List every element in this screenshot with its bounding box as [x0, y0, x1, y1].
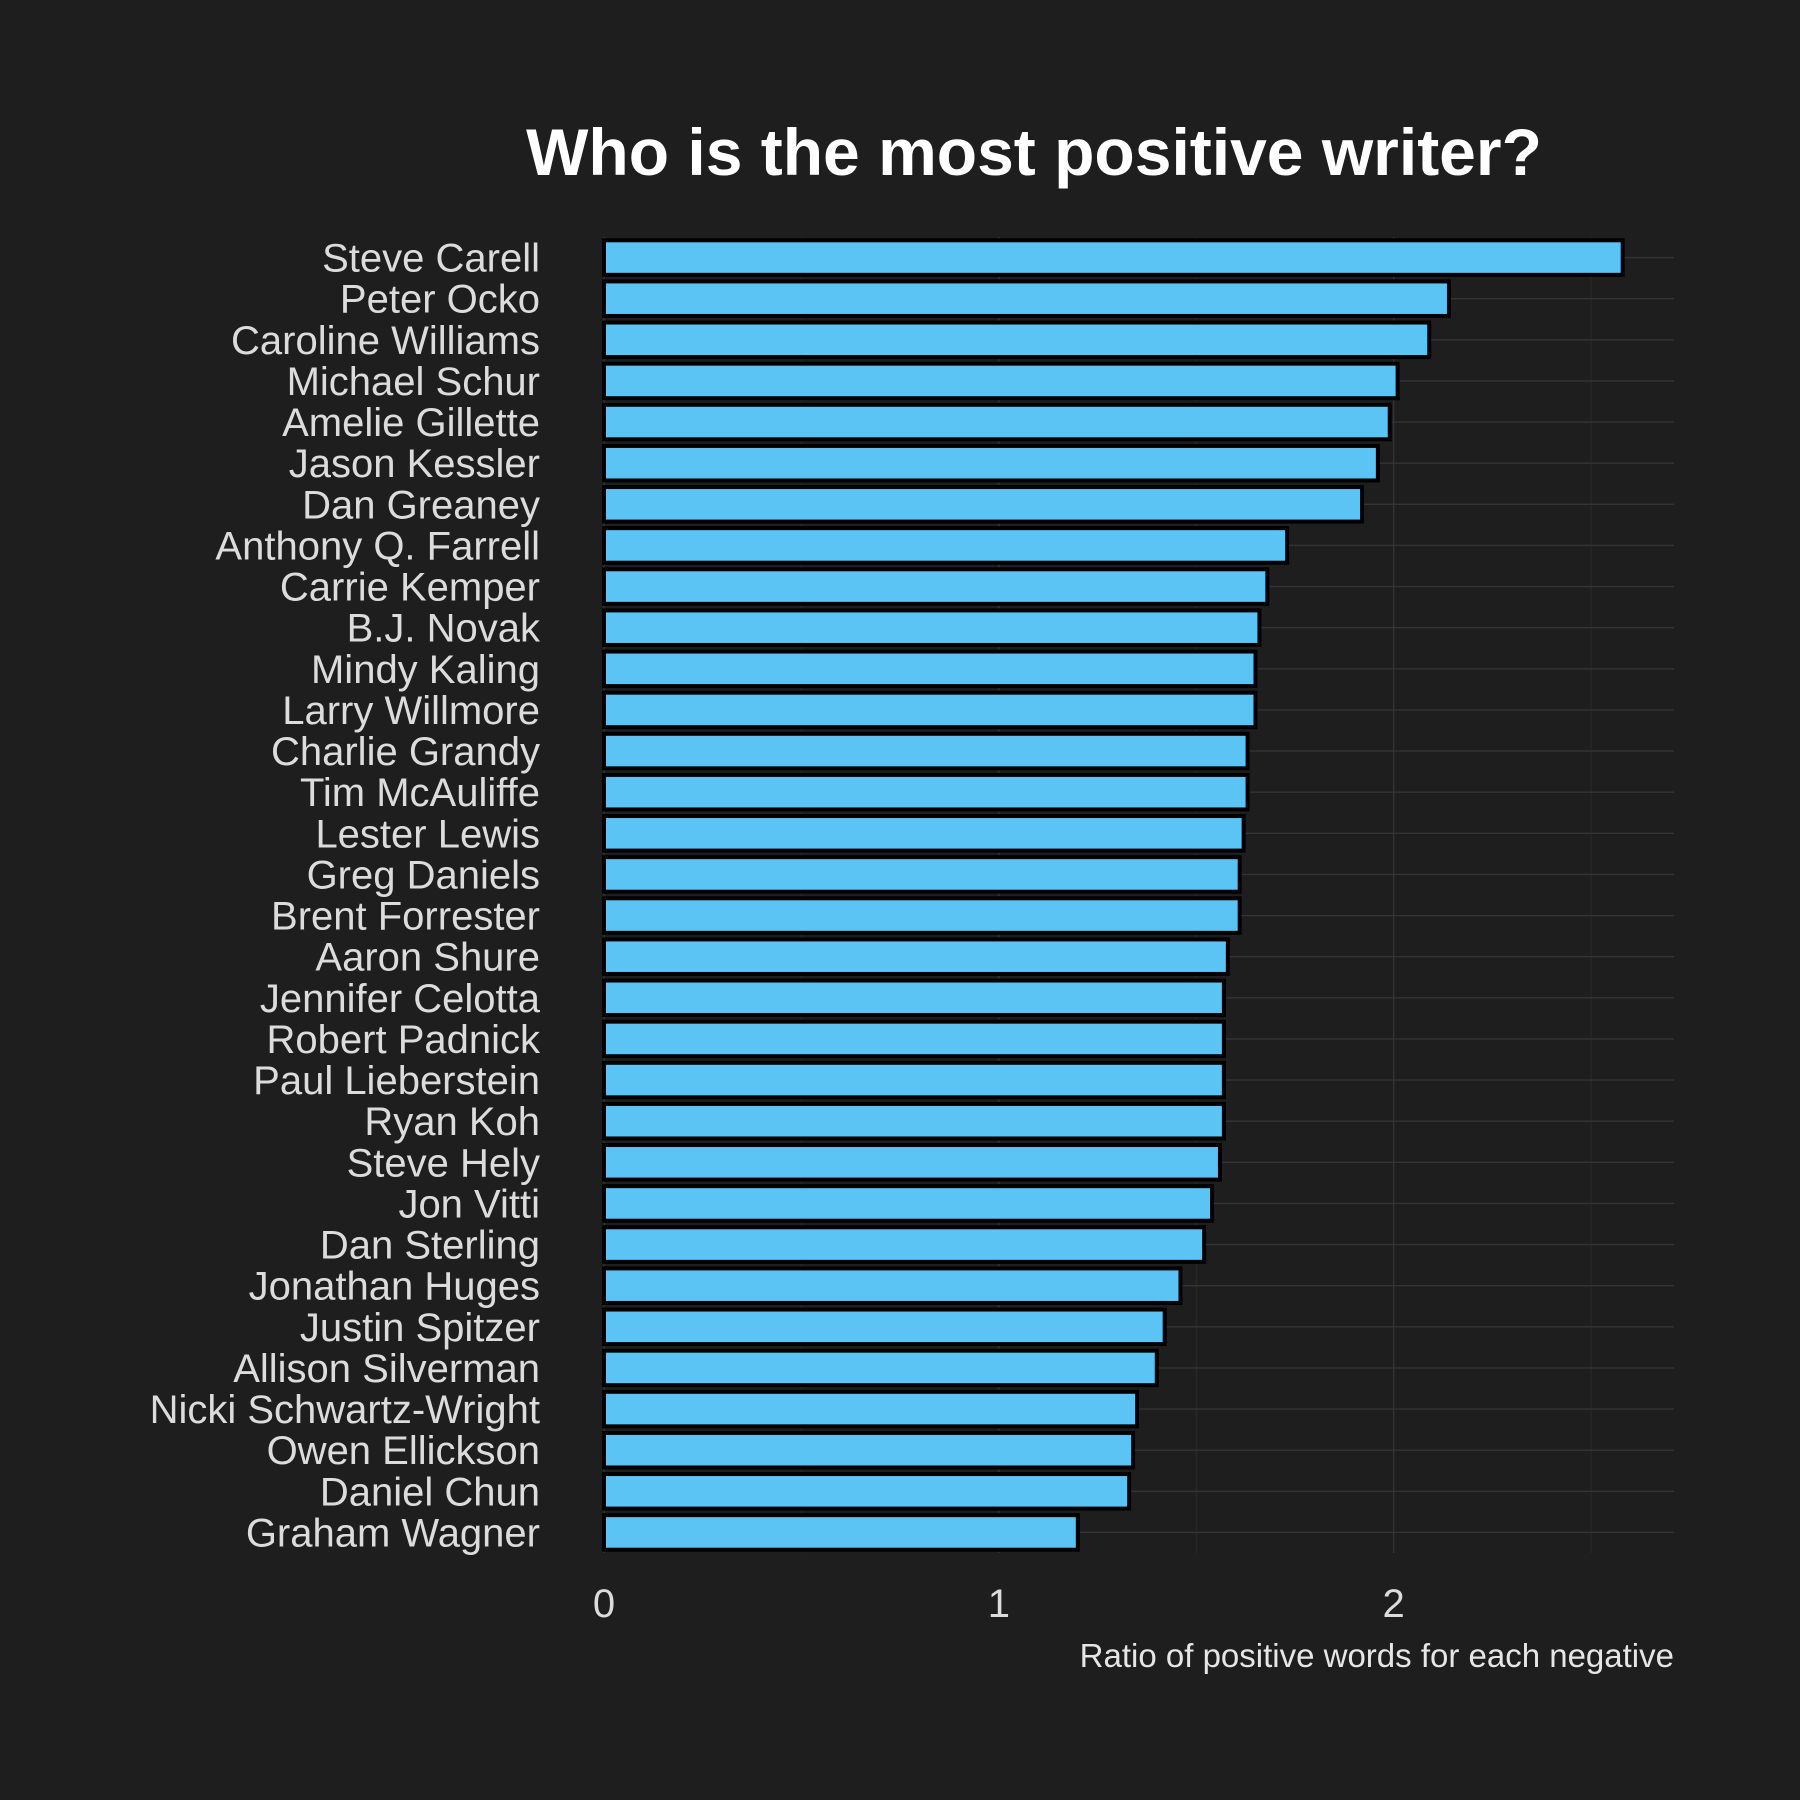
category-label: Jon Vitti: [398, 1182, 540, 1226]
category-label: B.J. Novak: [347, 607, 541, 651]
bar: [602, 1101, 1226, 1141]
category-label: Robert Padnick: [267, 1018, 541, 1062]
bar: [602, 1307, 1167, 1347]
bar: [602, 1019, 1226, 1059]
category-label: Steve Hely: [347, 1141, 540, 1185]
bar: [602, 1266, 1183, 1305]
category-label: Peter Ocko: [340, 278, 540, 322]
bar: [602, 320, 1432, 360]
chart-title: Who is the most positive writer?: [526, 115, 1542, 189]
bar: [602, 772, 1250, 812]
bar: [602, 402, 1392, 442]
category-label: Nicki Schwartz-Wright: [150, 1388, 540, 1432]
category-label: Michael Schur: [287, 360, 540, 404]
category-label: Paul Lieberstein: [253, 1059, 540, 1103]
bar: [602, 1472, 1132, 1511]
category-label: Dan Greaney: [302, 483, 540, 527]
bar: [602, 1143, 1222, 1182]
bar: [602, 443, 1380, 483]
bars: [602, 238, 1625, 1552]
bar: [602, 690, 1258, 730]
category-label: Ryan Koh: [364, 1100, 540, 1144]
bar: [602, 485, 1365, 524]
bar: [602, 896, 1242, 935]
category-label: Daniel Chun: [320, 1470, 540, 1514]
category-label: Lester Lewis: [315, 812, 540, 856]
category-label: Amelie Gillette: [282, 401, 540, 445]
category-label: Steve Carell: [322, 237, 540, 281]
category-label: Owen Ellickson: [267, 1429, 540, 1473]
bar: [602, 1225, 1207, 1264]
category-label: Caroline Williams: [231, 319, 540, 363]
category-label: Carrie Kemper: [280, 566, 540, 610]
bar: [602, 1060, 1226, 1100]
category-label: Anthony Q. Farrell: [215, 524, 540, 568]
bar: [602, 731, 1250, 771]
bar: [602, 1184, 1215, 1223]
bar: [602, 608, 1262, 647]
category-label: Graham Wagner: [246, 1511, 540, 1555]
category-label: Larry Willmore: [282, 689, 540, 733]
bar: [602, 238, 1625, 277]
x-tick-label: 2: [1383, 1582, 1405, 1626]
category-label: Jonathan Huges: [249, 1265, 540, 1309]
category-label: Aaron Shure: [315, 936, 540, 980]
category-label: Dan Sterling: [320, 1224, 540, 1268]
bar: [602, 649, 1258, 689]
category-label: Jason Kessler: [289, 442, 540, 486]
bar: [602, 361, 1400, 401]
category-label: Brent Forrester: [271, 895, 540, 939]
bar: [602, 526, 1290, 565]
x-axis-label: Ratio of positive words for each negativ…: [1080, 1637, 1674, 1674]
category-label: Greg Daniels: [307, 853, 540, 897]
category-label: Tim McAuliffe: [300, 771, 540, 815]
x-tick-label: 0: [593, 1582, 615, 1626]
bar: [602, 1348, 1159, 1388]
x-tick-label: 1: [988, 1582, 1010, 1626]
bar: [602, 1430, 1136, 1470]
bar: [602, 814, 1246, 853]
category-label: Justin Spitzer: [300, 1306, 540, 1350]
x-tick-labels: 0 1 2: [593, 1582, 1405, 1626]
category-label: Jennifer Celotta: [260, 977, 541, 1021]
bar: [602, 978, 1226, 1018]
bar: [602, 855, 1242, 894]
bar: [602, 1513, 1080, 1552]
bar: [602, 937, 1230, 976]
bar: [602, 279, 1451, 318]
category-label: Mindy Kaling: [311, 648, 540, 692]
category-label: Allison Silverman: [233, 1347, 540, 1391]
bar: [602, 567, 1270, 606]
category-label: Charlie Grandy: [271, 730, 540, 774]
bar: [602, 1389, 1140, 1429]
